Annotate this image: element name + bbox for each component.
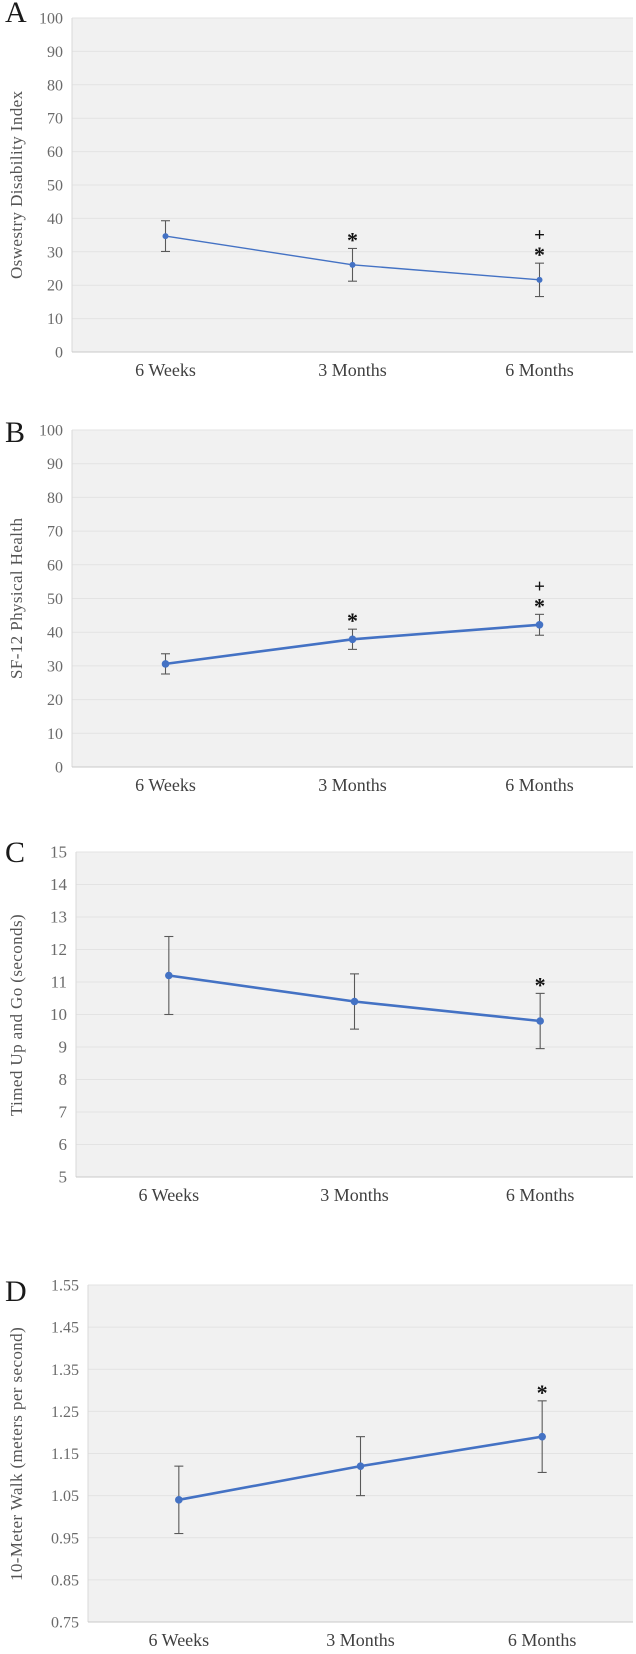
significance-asterisk: * <box>534 593 545 618</box>
panel-letter-c: C <box>5 836 26 869</box>
panel-letter-d: D <box>5 1275 27 1308</box>
data-point-marker <box>535 620 544 629</box>
y-tick-label: 1.35 <box>51 1362 79 1379</box>
y-tick-label: 40 <box>47 625 63 642</box>
x-category-label: 3 Months <box>318 360 387 380</box>
line-chart-d: 0.75 0.85 0.95 1.05 1.15 1.25 1.35 1.45 1.55 * 6 W… <box>51 1278 633 1650</box>
y-tick-label: 30 <box>47 658 63 675</box>
panel-letter-b: B <box>5 416 26 449</box>
data-point-marker <box>165 971 173 980</box>
data-point-marker <box>350 997 359 1006</box>
significance-dagger: + <box>534 225 545 246</box>
y-tick-label: 5 <box>59 1168 68 1187</box>
y-tick-label: 9 <box>59 1038 68 1057</box>
significance-asterisk: * <box>537 1380 548 1405</box>
x-category-label: 6 Weeks <box>135 775 196 795</box>
y-tick-label: 90 <box>47 44 63 61</box>
y-tick-label: 0.75 <box>51 1615 79 1632</box>
y-tick-label: 0.95 <box>51 1530 79 1547</box>
panel-b: B SF-12 Physical Health 0 10 20 30 40 50 60 70 8… <box>0 400 636 800</box>
y-tick-label: 11 <box>51 973 67 992</box>
y-tick-label: 100 <box>39 11 63 28</box>
y-tick-label: 1.55 <box>51 1278 79 1295</box>
panel-a: A Oswestry Disability Index 0 10 20 30 40 50 6… <box>0 0 636 400</box>
y-tick-label: 20 <box>47 692 63 709</box>
data-point-marker <box>349 261 356 268</box>
y-tick-label: 70 <box>47 111 63 128</box>
y-tick-label: 10 <box>47 726 63 743</box>
y-tick-label: 40 <box>47 211 63 228</box>
y-tick-label: 1.25 <box>51 1404 79 1421</box>
y-tick-label: 0 <box>55 345 63 362</box>
x-category-label: 6 Weeks <box>138 1185 199 1205</box>
y-tick-label: 20 <box>47 278 63 295</box>
y-tick-label: 80 <box>47 490 63 507</box>
y-tick-label: 0.85 <box>51 1572 79 1589</box>
y-tick-label: 6 <box>59 1135 68 1154</box>
y-tick-label: 60 <box>47 144 63 161</box>
y-tick-label: 7 <box>59 1103 68 1122</box>
panel-letter-a: A <box>5 0 27 29</box>
data-point-marker <box>538 1432 546 1441</box>
data-point-marker <box>348 635 357 644</box>
significance-asterisk: * <box>534 242 545 267</box>
data-point-marker <box>536 1017 544 1025</box>
x-category-label: 6 Weeks <box>148 1630 209 1650</box>
y-tick-label: 60 <box>47 557 63 574</box>
x-category-label: 6 Months <box>505 775 574 795</box>
y-tick-label: 8 <box>59 1070 68 1089</box>
y-tick-label: 10 <box>50 1005 67 1024</box>
panel-c: C Timed Up and Go (seconds) 5 6 7 8 9 10 11 12 1… <box>0 800 636 1225</box>
significance-asterisk: * <box>535 972 546 997</box>
y-tick-label: 10 <box>47 311 63 328</box>
x-category-label: 6 Months <box>508 1630 577 1650</box>
y-tick-label: 12 <box>50 940 67 959</box>
x-category-label: 3 Months <box>318 775 387 795</box>
panel-d: D 10-Meter Walk (meters per second) 0.75… <box>0 1225 636 1654</box>
significance-asterisk: * <box>347 227 358 252</box>
x-category-label: 6 Months <box>505 360 574 380</box>
significance-asterisk: * <box>347 608 358 633</box>
y-tick-label: 70 <box>47 524 63 541</box>
y-tick-label: 100 <box>39 423 63 440</box>
significance-dagger: + <box>534 576 545 597</box>
data-point-marker <box>161 660 170 668</box>
x-category-label: 6 Weeks <box>135 360 196 380</box>
y-tick-label: 1.05 <box>51 1488 79 1505</box>
y-tick-label: 90 <box>47 456 63 473</box>
data-point-marker <box>536 276 543 283</box>
y-tick-label: 14 <box>50 875 68 894</box>
y-tick-label: 1.15 <box>51 1446 79 1463</box>
line-chart-c: 5 6 7 8 9 10 11 12 13 14 15 * 6 Weeks 3 Months 6 Month… <box>50 843 633 1205</box>
y-tick-label: 80 <box>47 77 63 94</box>
data-point-marker <box>162 233 169 240</box>
y-tick-label: 50 <box>47 591 63 608</box>
y-tick-label: 1.45 <box>51 1320 79 1337</box>
y-tick-label: 13 <box>50 908 67 927</box>
y-tick-label: 0 <box>55 760 63 777</box>
x-category-label: 3 Months <box>320 1185 389 1205</box>
y-tick-label: 50 <box>47 178 63 195</box>
data-point-marker <box>356 1462 365 1470</box>
y-tick-label: 15 <box>50 843 67 862</box>
x-category-label: 3 Months <box>326 1630 395 1650</box>
x-category-label: 6 Months <box>506 1185 575 1205</box>
y-tick-label: 30 <box>47 244 63 261</box>
data-point-marker <box>175 1496 183 1504</box>
